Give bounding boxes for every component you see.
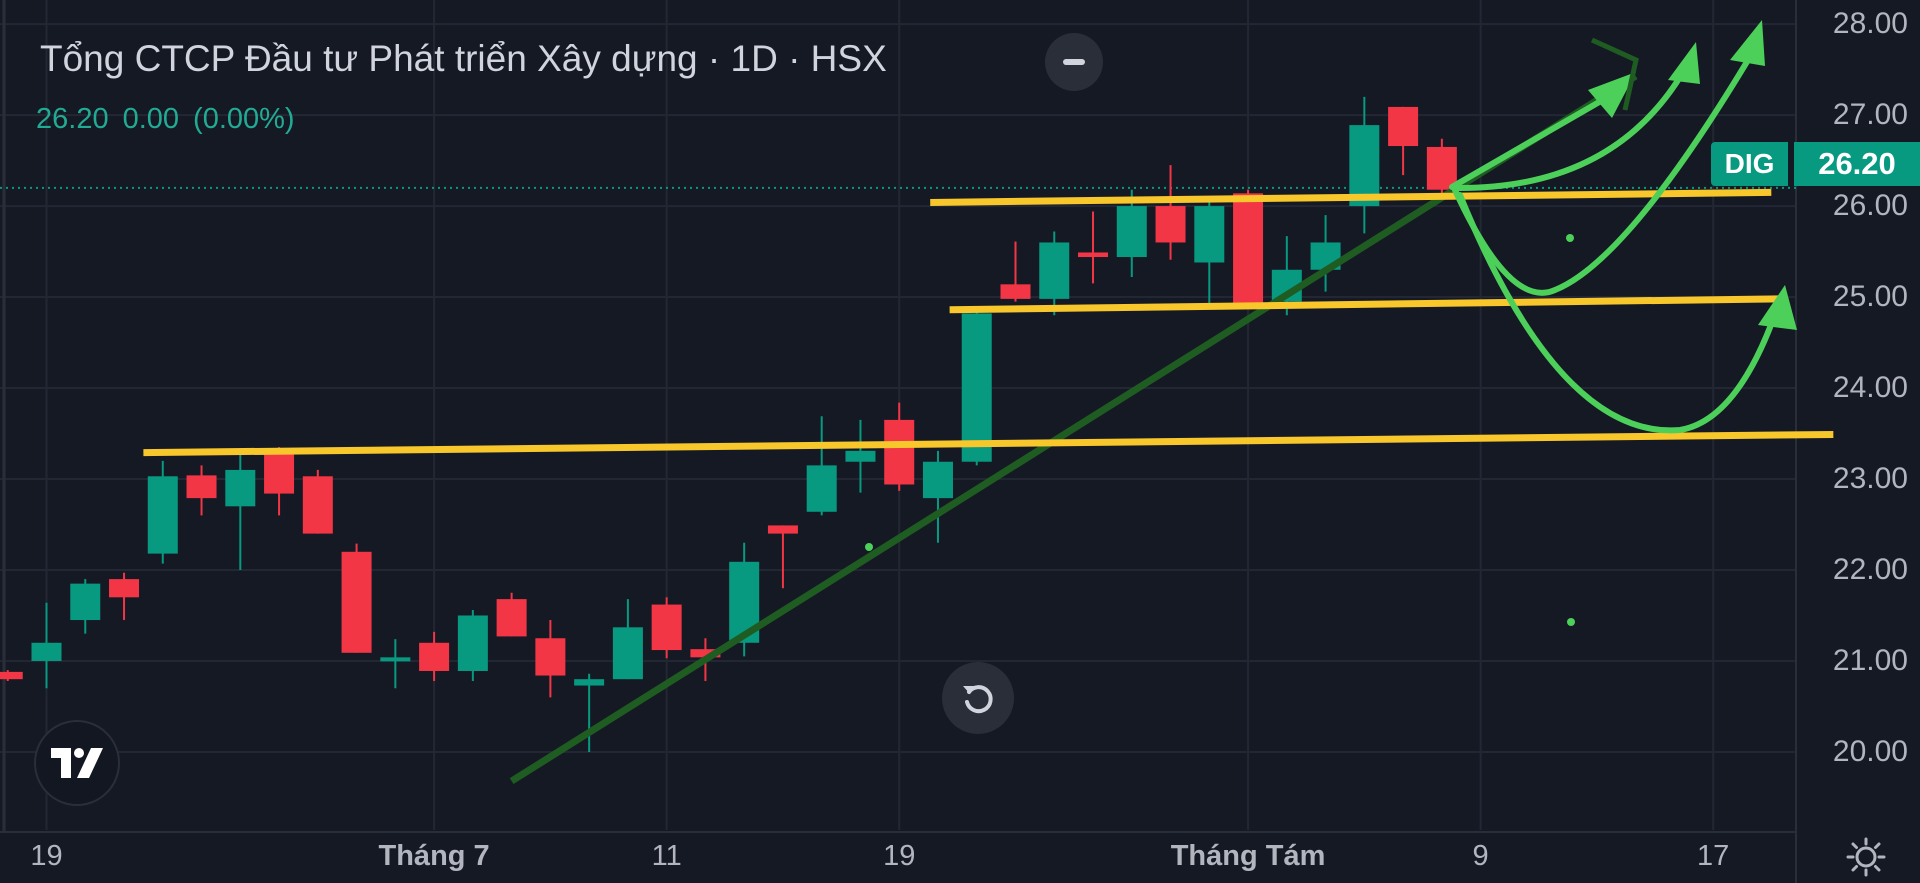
candle-down (496, 599, 527, 637)
candle-down (1233, 193, 1264, 304)
candle-up (225, 469, 256, 507)
candle-down (1078, 252, 1109, 258)
candle-down (419, 642, 450, 671)
candle-up (1039, 242, 1070, 299)
quote-line: 26.20 0.00 (0.00%) (36, 103, 309, 136)
candle-down (690, 649, 721, 658)
reset-icon (963, 685, 993, 714)
price-tick-label: 26.00 (1832, 189, 1908, 223)
candle-up (1194, 206, 1225, 263)
candle-up (147, 476, 178, 554)
candle-up (31, 642, 62, 661)
time-tick-label: 17 (1697, 840, 1730, 872)
candle-down (1000, 284, 1031, 299)
price-tick-label: 23.00 (1832, 462, 1908, 496)
last-price: 26.20 (36, 103, 109, 135)
price-tick-label: 22.00 (1832, 553, 1908, 586)
candle-up (1116, 206, 1147, 258)
chart-title: Tổng CTCP Đầu tư Phát triển Xây dựng · 1… (40, 38, 887, 79)
arrowhead-icon (1668, 42, 1700, 84)
arrow-up-dark (1590, 37, 1639, 111)
price-tick-label: 21.00 (1832, 643, 1908, 677)
candle-down (767, 525, 798, 534)
candle-down (1388, 106, 1419, 147)
arrow-dip-25 (1452, 37, 1763, 296)
reset-chart-button[interactable] (942, 662, 1014, 734)
candle-down (264, 451, 295, 494)
candle-up (70, 583, 101, 621)
arrowhead-icon (1588, 72, 1636, 118)
candle-up (922, 461, 953, 499)
candle-up (612, 627, 643, 680)
arrow-up-straight (1449, 87, 1623, 190)
last-price-tag: 26.20 (1794, 142, 1920, 186)
candle-down (1426, 146, 1457, 190)
arrowhead-icon (1758, 285, 1797, 330)
price-tick-label: 25.00 (1832, 280, 1908, 314)
time-tick-label: 11 (651, 840, 682, 872)
candle-up (845, 450, 876, 462)
arrow-curve-up (1452, 57, 1693, 192)
candle-down (0, 671, 23, 680)
support-line (949, 295, 1780, 314)
marker-dot (1566, 234, 1574, 242)
tradingview-logo[interactable] (34, 720, 120, 806)
arrowhead-icon (1730, 20, 1765, 66)
candle-up (457, 615, 488, 671)
time-tick-label: Tháng 7 (378, 840, 490, 872)
price-tick-label: 28.00 (1832, 7, 1908, 41)
candle-up (961, 313, 992, 462)
settings-icon[interactable] (1846, 837, 1886, 877)
time-tick-label: Tháng Tám (1170, 840, 1326, 872)
price-tick-label: 20.00 (1832, 734, 1908, 768)
arrow-dip-23-5 (1457, 192, 1783, 434)
price-change-percent: (0.00%) (193, 103, 295, 135)
time-tick-label: 9 (1472, 840, 1489, 872)
candle-down (302, 476, 333, 534)
support-line (143, 430, 1834, 457)
tradingview-logo-icon (51, 748, 103, 778)
price-tick-label: 24.00 (1832, 371, 1908, 405)
candle-down (186, 475, 217, 499)
candle-down (651, 604, 682, 651)
marker-dot (865, 543, 873, 551)
candle-down (884, 419, 915, 485)
candle-down (1155, 206, 1186, 243)
time-tick-label: 19 (30, 840, 63, 872)
time-tick-label: 19 (883, 840, 916, 872)
minus-icon (1063, 59, 1085, 65)
candle-up (574, 679, 605, 686)
candle-down (535, 638, 566, 676)
collapse-legend-button[interactable] (1045, 33, 1103, 91)
price-tick-label: 27.00 (1832, 98, 1908, 132)
candle-down (109, 579, 140, 598)
candle-down (341, 551, 372, 653)
candle-up (1349, 125, 1380, 207)
support-line (930, 188, 1772, 206)
candle-up (806, 465, 837, 512)
price-change: 0.00 (122, 103, 180, 135)
symbol-tag: DIG (1711, 142, 1788, 186)
candle-up (380, 657, 411, 662)
marker-dot (1567, 618, 1575, 626)
